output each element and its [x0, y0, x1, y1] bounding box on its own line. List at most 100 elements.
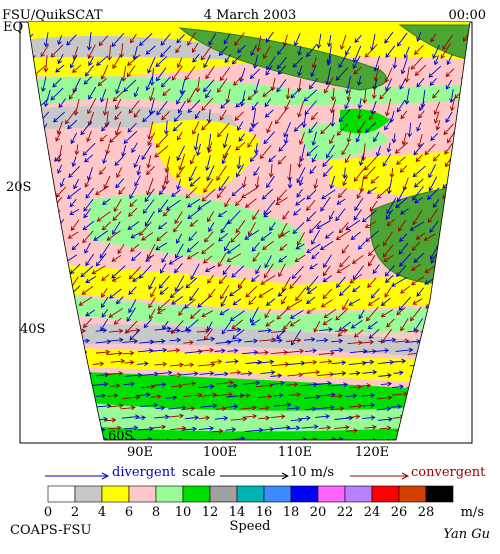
wind-arrow	[111, 265, 126, 279]
wind-arrow	[399, 233, 408, 243]
wind-arrow	[127, 221, 140, 230]
wind-arrow	[161, 252, 169, 263]
wind-arrow	[180, 371, 199, 377]
colorbar-tick-label: 6	[125, 505, 133, 520]
wind-arrow	[400, 208, 409, 215]
wind-arrow	[270, 338, 283, 344]
wind-arrow	[145, 45, 156, 55]
wind-arrow	[362, 359, 375, 365]
wind-arrow	[298, 176, 304, 187]
wind-arrow	[183, 340, 194, 345]
wind-arrow	[203, 79, 215, 93]
wind-arrow	[192, 53, 200, 63]
wind-arrow	[415, 154, 423, 163]
colorbar-swatch	[425, 485, 454, 503]
wind-arrow	[321, 189, 336, 200]
wind-arrow	[329, 175, 336, 190]
wind-arrow	[153, 382, 167, 387]
wind-arrow	[114, 121, 122, 136]
wind-arrow	[306, 199, 316, 211]
wind-arrow	[173, 112, 183, 123]
wind-arrow	[105, 143, 111, 155]
wind-arrow	[263, 131, 275, 145]
wind-arrow	[150, 347, 168, 353]
wind-arrow	[53, 111, 66, 123]
wind-arrow	[357, 98, 363, 110]
wind-arrow	[57, 34, 63, 46]
wind-arrow	[303, 337, 316, 342]
wind-arrow	[208, 222, 215, 233]
wind-arrow	[280, 230, 290, 237]
lat-label: 20S	[6, 180, 31, 195]
wind-arrow	[83, 208, 91, 219]
wind-arrow	[213, 371, 229, 377]
wind-arrow	[224, 54, 232, 64]
wind-arrow	[396, 99, 406, 113]
wind-arrow	[306, 243, 321, 254]
wind-arrow	[295, 287, 307, 302]
wind-arrow	[263, 199, 276, 216]
wind-arrow	[116, 167, 123, 179]
wind-arrow	[291, 265, 304, 280]
wind-arrow	[253, 142, 259, 155]
wind-arrow	[191, 42, 199, 53]
wind-arrow	[218, 46, 228, 57]
wind-arrow	[124, 360, 135, 365]
wind-arrow	[360, 383, 372, 388]
wind-arrow	[204, 265, 216, 272]
wind-arrow	[306, 145, 319, 157]
wind-arrow	[241, 187, 258, 198]
wind-arrow	[207, 211, 215, 223]
colorbar-unit: m/s	[461, 505, 484, 520]
wind-arrow	[234, 111, 244, 121]
wind-arrow	[413, 142, 425, 156]
wind-arrow	[166, 328, 181, 334]
wind-arrow	[196, 336, 216, 342]
wind-arrow	[289, 275, 302, 290]
wind-arrow	[449, 89, 455, 104]
wind-arrow	[174, 275, 185, 292]
wind-arrow	[117, 243, 125, 255]
wind-arrow	[335, 307, 349, 321]
wind-arrow	[129, 186, 138, 200]
wind-arrow	[155, 134, 169, 148]
wind-arrow	[310, 65, 317, 78]
wind-arrow	[157, 298, 171, 311]
wind-arrow	[179, 78, 186, 95]
wind-arrow	[306, 275, 319, 291]
wind-arrow	[146, 155, 152, 169]
wind-arrow	[393, 370, 404, 376]
wind-arrow	[116, 296, 124, 305]
wind-arrow	[220, 295, 228, 308]
wind-arrow	[111, 255, 122, 262]
wind-arrow	[103, 175, 111, 189]
wind-arrow	[187, 87, 197, 104]
wind-arrow	[414, 197, 423, 204]
wind-arrow	[226, 253, 241, 262]
wind-arrow	[358, 153, 365, 167]
wind-arrow	[347, 340, 363, 346]
wind-arrow	[323, 254, 332, 268]
wind-arrow	[413, 178, 424, 188]
wind-arrow	[57, 144, 63, 163]
wind-arrow	[263, 210, 272, 218]
wind-arrow	[320, 196, 331, 212]
wind-arrow	[423, 233, 436, 241]
wind-arrow	[295, 243, 305, 250]
wind-arrow	[433, 101, 441, 116]
wind-arrow	[225, 359, 239, 364]
wind-arrow	[131, 251, 142, 262]
wind-arrow	[138, 264, 152, 279]
wind-arrow	[221, 321, 232, 335]
wind-arrow	[348, 384, 363, 390]
wind-arrow	[358, 309, 365, 320]
wind-arrow	[338, 53, 348, 69]
wind-arrow	[223, 33, 231, 45]
wind-arrow	[93, 230, 109, 241]
wind-arrow	[304, 348, 317, 354]
wind-arrow	[67, 231, 79, 239]
band	[28, 290, 470, 333]
wind-arrow	[242, 350, 259, 355]
wind-arrow	[302, 369, 321, 375]
wind-arrow	[259, 405, 270, 411]
